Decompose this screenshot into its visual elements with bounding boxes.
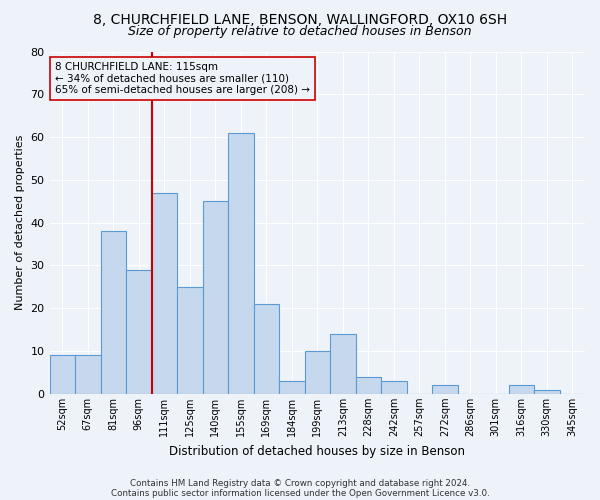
Bar [177,287,203,394]
Bar [356,377,381,394]
Bar [305,351,330,394]
Text: 8, CHURCHFIELD LANE, BENSON, WALLINGFORD, OX10 6SH: 8, CHURCHFIELD LANE, BENSON, WALLINGFORD… [93,12,507,26]
Bar [432,386,458,394]
Bar [279,381,305,394]
Bar [330,334,356,394]
Bar [381,381,407,394]
Text: Size of property relative to detached houses in Benson: Size of property relative to detached ho… [128,25,472,38]
Bar [254,304,279,394]
Bar [50,356,75,394]
X-axis label: Distribution of detached houses by size in Benson: Distribution of detached houses by size … [169,444,465,458]
Bar [228,133,254,394]
Y-axis label: Number of detached properties: Number of detached properties [15,135,25,310]
Bar [126,270,152,394]
Bar [101,232,126,394]
Text: 8 CHURCHFIELD LANE: 115sqm
← 34% of detached houses are smaller (110)
65% of sem: 8 CHURCHFIELD LANE: 115sqm ← 34% of deta… [55,62,310,95]
Text: Contains HM Land Registry data © Crown copyright and database right 2024.: Contains HM Land Registry data © Crown c… [130,478,470,488]
Bar [534,390,560,394]
Text: Contains public sector information licensed under the Open Government Licence v3: Contains public sector information licen… [110,488,490,498]
Bar [75,356,101,394]
Bar [509,386,534,394]
Bar [152,192,177,394]
Bar [203,202,228,394]
